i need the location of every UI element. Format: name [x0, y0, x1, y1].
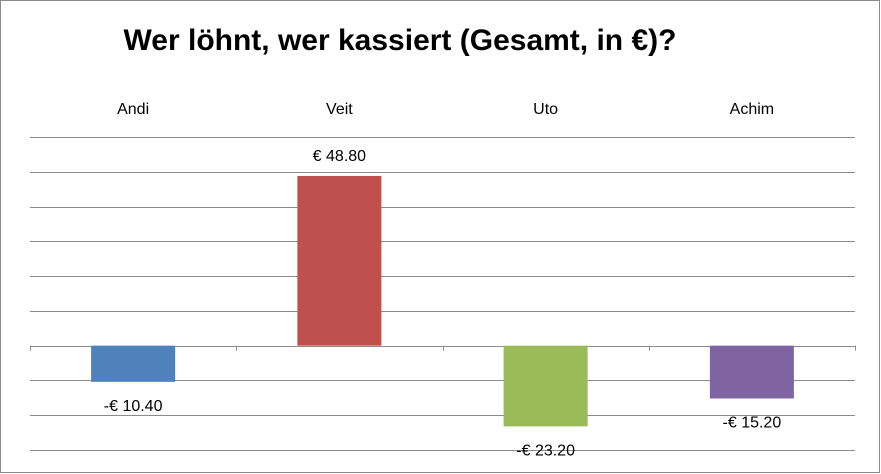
value-label: -€ 23.20 [516, 443, 575, 460]
value-label: € 48.80 [313, 148, 366, 165]
category-label: Veit [326, 101, 353, 118]
chart-title: Wer löhnt, wer kassiert (Gesamt, in €)? [124, 24, 677, 57]
category-label: Uto [533, 101, 558, 118]
category-label: Achim [730, 101, 774, 118]
category-label: Andi [117, 101, 149, 118]
bar [91, 345, 176, 382]
bar [503, 345, 588, 427]
value-label: -€ 10.40 [104, 398, 163, 415]
bar [709, 345, 794, 399]
value-label: -€ 15.20 [723, 415, 782, 432]
bar [297, 175, 382, 346]
